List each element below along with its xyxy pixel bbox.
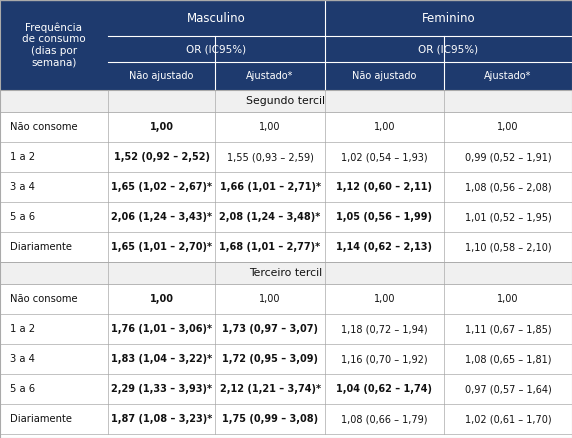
Bar — [108, 36, 325, 62]
Text: 1,08 (0,56 – 2,08): 1,08 (0,56 – 2,08) — [464, 182, 551, 192]
Text: 0,99 (0,52 – 1,91): 0,99 (0,52 – 1,91) — [464, 152, 551, 162]
Bar — [444, 62, 572, 90]
Text: 1,65 (1,01 – 2,70)*: 1,65 (1,01 – 2,70)* — [111, 242, 212, 252]
Text: 1 a 2: 1 a 2 — [10, 324, 35, 334]
Text: 1,00: 1,00 — [259, 122, 281, 132]
Bar — [325, 0, 572, 36]
Text: Não ajustado: Não ajustado — [129, 71, 194, 81]
Text: 3 a 4: 3 a 4 — [10, 182, 35, 192]
Text: 1,18 (0,72 – 1,94): 1,18 (0,72 – 1,94) — [341, 324, 428, 334]
Text: Segundo tercil: Segundo tercil — [247, 96, 325, 106]
Text: 1,14 (0,62 – 2,13): 1,14 (0,62 – 2,13) — [336, 242, 432, 252]
Bar — [325, 36, 572, 62]
Text: 1,08 (0,65 – 1,81): 1,08 (0,65 – 1,81) — [464, 354, 551, 364]
Text: Feminino: Feminino — [422, 11, 475, 25]
Text: Ajustado*: Ajustado* — [247, 71, 293, 81]
Text: 1,02 (0,61 – 1,70): 1,02 (0,61 – 1,70) — [464, 414, 551, 424]
Text: Não ajustado: Não ajustado — [352, 71, 416, 81]
Text: 5 a 6: 5 a 6 — [10, 384, 35, 394]
Text: 1,00: 1,00 — [497, 294, 519, 304]
Text: 1,11 (0,67 – 1,85): 1,11 (0,67 – 1,85) — [464, 324, 551, 334]
Text: Masculino: Masculino — [187, 11, 246, 25]
Bar — [215, 62, 325, 90]
Text: 1,00: 1,00 — [259, 294, 281, 304]
Text: 3 a 4: 3 a 4 — [10, 354, 35, 364]
Bar — [0, 90, 572, 112]
Bar — [0, 142, 572, 172]
Bar — [0, 172, 572, 202]
Text: 1,01 (0,52 – 1,95): 1,01 (0,52 – 1,95) — [464, 212, 551, 222]
Text: Não consome: Não consome — [10, 122, 78, 132]
Text: Diariamente: Diariamente — [10, 414, 72, 424]
Text: 1,04 (0,62 – 1,74): 1,04 (0,62 – 1,74) — [336, 384, 432, 394]
Bar — [325, 62, 444, 90]
Text: 2,12 (1,21 – 3,74)*: 2,12 (1,21 – 3,74)* — [220, 384, 320, 394]
Bar — [0, 374, 572, 404]
Bar — [0, 0, 108, 90]
Text: OR (IC95%): OR (IC95%) — [419, 44, 479, 54]
Bar — [0, 284, 572, 314]
Text: 1,76 (1,01 – 3,06)*: 1,76 (1,01 – 3,06)* — [111, 324, 212, 334]
Text: 1,66 (1,01 – 2,71)*: 1,66 (1,01 – 2,71)* — [220, 182, 320, 192]
Text: Frequência
de consumo
(dias por
semana): Frequência de consumo (dias por semana) — [22, 22, 86, 67]
Text: 1,87 (1,08 – 3,23)*: 1,87 (1,08 – 3,23)* — [111, 414, 212, 424]
Text: 1,00: 1,00 — [149, 122, 173, 132]
Bar — [108, 62, 215, 90]
Bar — [0, 202, 572, 232]
Text: 1,75 (0,99 – 3,08): 1,75 (0,99 – 3,08) — [222, 414, 318, 424]
Text: 1,00: 1,00 — [374, 294, 395, 304]
Text: 1,83 (1,04 – 3,22)*: 1,83 (1,04 – 3,22)* — [111, 354, 212, 364]
Text: 1,00: 1,00 — [149, 294, 173, 304]
Bar — [0, 112, 572, 142]
Text: Diariamente: Diariamente — [10, 242, 72, 252]
Bar — [0, 404, 572, 434]
Text: 1,16 (0,70 – 1,92): 1,16 (0,70 – 1,92) — [341, 354, 428, 364]
Text: 1 a 2: 1 a 2 — [10, 152, 35, 162]
Text: Não consome: Não consome — [10, 294, 78, 304]
Text: 1,02 (0,54 – 1,93): 1,02 (0,54 – 1,93) — [341, 152, 428, 162]
Text: 1,05 (0,56 – 1,99): 1,05 (0,56 – 1,99) — [336, 212, 432, 222]
Text: 2,06 (1,24 – 3,43)*: 2,06 (1,24 – 3,43)* — [111, 212, 212, 222]
Bar — [108, 0, 325, 36]
Text: 1,68 (1,01 – 2,77)*: 1,68 (1,01 – 2,77)* — [220, 242, 320, 252]
Bar — [0, 262, 572, 284]
Text: 1,00: 1,00 — [374, 122, 395, 132]
Text: 1,00: 1,00 — [497, 122, 519, 132]
Text: 1,65 (1,02 – 2,67)*: 1,65 (1,02 – 2,67)* — [111, 182, 212, 192]
Text: 1,55 (0,93 – 2,59): 1,55 (0,93 – 2,59) — [227, 152, 313, 162]
Text: Ajustado*: Ajustado* — [484, 71, 532, 81]
Bar — [0, 232, 572, 262]
Text: Terceiro tercil: Terceiro tercil — [249, 268, 323, 278]
Text: OR (IC95%): OR (IC95%) — [186, 44, 247, 54]
Text: 0,97 (0,57 – 1,64): 0,97 (0,57 – 1,64) — [464, 384, 551, 394]
Text: 1,10 (0,58 – 2,10): 1,10 (0,58 – 2,10) — [464, 242, 551, 252]
Bar — [0, 344, 572, 374]
Text: 2,08 (1,24 – 3,48)*: 2,08 (1,24 – 3,48)* — [220, 212, 321, 222]
Text: 2,29 (1,33 – 3,93)*: 2,29 (1,33 – 3,93)* — [111, 384, 212, 394]
Text: 1,08 (0,66 – 1,79): 1,08 (0,66 – 1,79) — [341, 414, 428, 424]
Bar — [0, 314, 572, 344]
Text: 1,52 (0,92 – 2,52): 1,52 (0,92 – 2,52) — [113, 152, 209, 162]
Text: 5 a 6: 5 a 6 — [10, 212, 35, 222]
Text: 1,73 (0,97 – 3,07): 1,73 (0,97 – 3,07) — [222, 324, 318, 334]
Text: 1,12 (0,60 – 2,11): 1,12 (0,60 – 2,11) — [336, 182, 432, 192]
Text: 1,72 (0,95 – 3,09): 1,72 (0,95 – 3,09) — [222, 354, 318, 364]
